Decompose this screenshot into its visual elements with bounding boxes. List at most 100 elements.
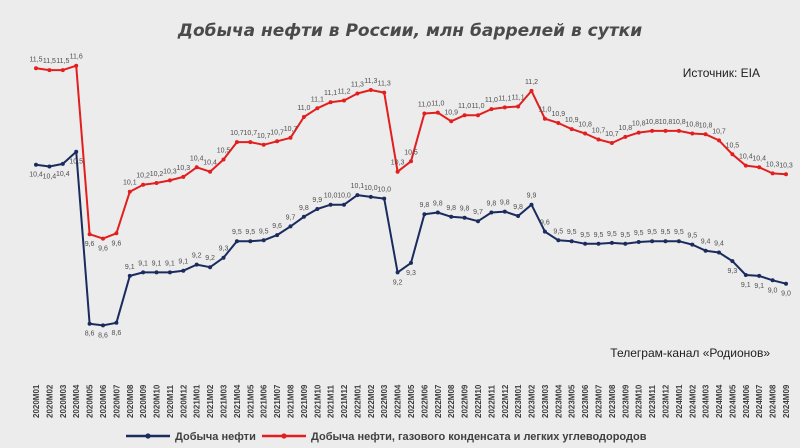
data-point-oil[interactable]: [489, 210, 494, 215]
data-point-total[interactable]: [154, 181, 159, 185]
data-point-oil[interactable]: [248, 239, 253, 244]
data-point-total[interactable]: [476, 113, 480, 118]
legend-item-oil[interactable]: Добыча нефти: [126, 431, 256, 443]
data-point-total[interactable]: [315, 106, 320, 111]
data-point-total[interactable]: [717, 138, 721, 143]
data-point-oil[interactable]: [663, 239, 668, 244]
data-point-oil[interactable]: [569, 239, 574, 244]
data-point-total[interactable]: [409, 159, 413, 164]
data-point-oil[interactable]: [623, 241, 628, 246]
data-point-total[interactable]: [422, 111, 427, 116]
data-point-total[interactable]: [395, 169, 400, 174]
data-point-total[interactable]: [167, 178, 172, 183]
data-point-oil[interactable]: [167, 270, 172, 275]
data-point-oil[interactable]: [770, 278, 775, 283]
data-point-oil[interactable]: [422, 212, 427, 217]
data-point-oil[interactable]: [141, 270, 146, 275]
data-point-total[interactable]: [194, 165, 199, 170]
data-point-oil[interactable]: [516, 214, 521, 218]
data-point-oil[interactable]: [784, 281, 788, 286]
data-point-total[interactable]: [114, 231, 119, 236]
legend-item-total[interactable]: Добыча нефти, газового конденсата и легк…: [262, 431, 647, 443]
data-point-total[interactable]: [87, 232, 92, 237]
data-point-oil[interactable]: [275, 233, 280, 238]
data-point-total[interactable]: [234, 140, 239, 145]
data-point-total[interactable]: [101, 236, 105, 241]
data-point-oil[interactable]: [462, 215, 467, 220]
data-point-oil[interactable]: [717, 250, 721, 255]
data-point-oil[interactable]: [87, 321, 92, 326]
data-point-oil[interactable]: [690, 242, 695, 247]
data-point-oil[interactable]: [650, 239, 655, 244]
data-point-total[interactable]: [301, 115, 306, 119]
data-point-total[interactable]: [368, 88, 373, 92]
data-point-oil[interactable]: [395, 270, 400, 275]
data-point-total[interactable]: [181, 174, 186, 179]
data-point-total[interactable]: [462, 113, 467, 118]
data-point-total[interactable]: [208, 169, 213, 174]
data-point-oil[interactable]: [101, 323, 105, 328]
data-point-total[interactable]: [784, 172, 788, 177]
data-point-oil[interactable]: [127, 273, 132, 278]
data-point-total[interactable]: [703, 132, 708, 137]
data-point-oil[interactable]: [301, 214, 306, 219]
data-point-oil[interactable]: [583, 241, 588, 246]
data-point-total[interactable]: [141, 182, 146, 187]
data-point-oil[interactable]: [221, 255, 226, 260]
data-point-total[interactable]: [435, 110, 440, 115]
data-point-oil[interactable]: [435, 210, 440, 215]
data-point-total[interactable]: [596, 137, 601, 142]
data-point-total[interactable]: [556, 121, 561, 125]
data-point-oil[interactable]: [703, 248, 708, 253]
data-point-total[interactable]: [757, 165, 762, 170]
data-point-total[interactable]: [34, 66, 38, 71]
data-point-total[interactable]: [676, 128, 681, 133]
data-point-oil[interactable]: [542, 229, 547, 234]
data-point-oil[interactable]: [234, 239, 239, 244]
data-point-total[interactable]: [248, 140, 253, 145]
data-point-total[interactable]: [502, 105, 507, 110]
data-point-oil[interactable]: [596, 241, 601, 246]
data-point-oil[interactable]: [194, 262, 199, 267]
data-point-total[interactable]: [127, 189, 132, 194]
data-point-total[interactable]: [382, 90, 387, 95]
data-point-oil[interactable]: [556, 238, 561, 243]
data-point-oil[interactable]: [743, 273, 748, 277]
data-point-total[interactable]: [261, 142, 266, 147]
data-point-oil[interactable]: [636, 240, 641, 244]
data-point-total[interactable]: [355, 91, 360, 96]
data-point-total[interactable]: [770, 171, 775, 176]
data-point-oil[interactable]: [288, 224, 293, 229]
data-point-oil[interactable]: [757, 273, 762, 278]
data-point-oil[interactable]: [261, 238, 266, 243]
data-point-oil[interactable]: [315, 207, 320, 211]
data-point-total[interactable]: [542, 116, 547, 121]
data-point-oil[interactable]: [502, 209, 507, 214]
data-point-oil[interactable]: [47, 164, 52, 169]
data-point-total[interactable]: [489, 107, 494, 112]
data-point-oil[interactable]: [368, 194, 373, 199]
data-point-total[interactable]: [569, 127, 574, 132]
data-point-total[interactable]: [690, 131, 695, 136]
data-point-oil[interactable]: [181, 268, 186, 273]
data-point-total[interactable]: [529, 88, 534, 93]
data-point-total[interactable]: [74, 63, 79, 68]
data-point-oil[interactable]: [676, 239, 681, 244]
data-point-total[interactable]: [743, 163, 748, 168]
data-point-total[interactable]: [60, 68, 65, 73]
data-point-oil[interactable]: [328, 202, 333, 207]
data-point-oil[interactable]: [342, 202, 346, 207]
data-point-total[interactable]: [623, 134, 628, 139]
data-point-oil[interactable]: [34, 162, 38, 167]
data-point-oil[interactable]: [449, 214, 454, 219]
data-point-oil[interactable]: [476, 219, 480, 224]
data-point-oil[interactable]: [730, 259, 735, 264]
data-point-oil[interactable]: [114, 320, 119, 325]
data-point-total[interactable]: [328, 100, 333, 105]
data-point-total[interactable]: [650, 128, 655, 133]
data-point-total[interactable]: [275, 139, 280, 144]
data-point-oil[interactable]: [208, 265, 213, 270]
data-point-oil[interactable]: [609, 240, 614, 245]
data-point-total[interactable]: [636, 130, 641, 135]
data-point-oil[interactable]: [382, 196, 387, 201]
